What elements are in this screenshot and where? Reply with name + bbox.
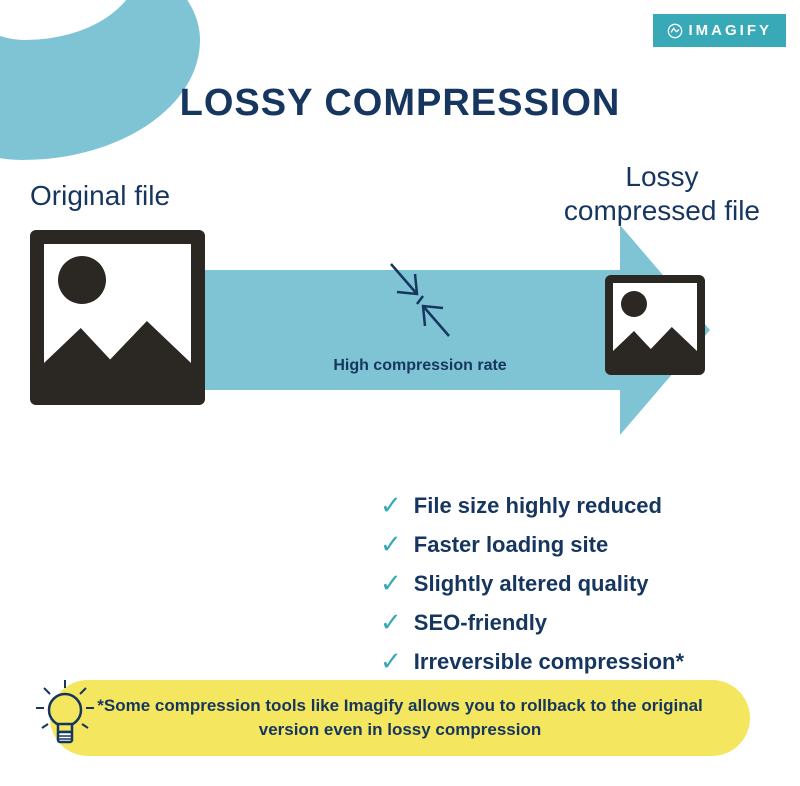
brand-badge: IMAGIFY bbox=[653, 14, 787, 47]
feature-item: ✓ Faster loading site bbox=[380, 529, 684, 560]
feature-text: Slightly altered quality bbox=[414, 571, 649, 597]
feature-text: File size highly reduced bbox=[414, 493, 662, 519]
compressed-label-line1: Lossy bbox=[564, 160, 760, 194]
feature-text: Irreversible compression* bbox=[414, 649, 684, 675]
feature-item: ✓ Irreversible compression* bbox=[380, 646, 684, 677]
footnote-text: *Some compression tools like Imagify all… bbox=[50, 680, 750, 756]
brand-logo-icon bbox=[667, 23, 683, 39]
check-icon: ✓ bbox=[380, 607, 402, 638]
feature-item: ✓ Slightly altered quality bbox=[380, 568, 684, 599]
feature-text: Faster loading site bbox=[414, 532, 608, 558]
footnote-container: *Some compression tools like Imagify all… bbox=[50, 680, 750, 756]
features-list: ✓ File size highly reduced ✓ Faster load… bbox=[380, 490, 684, 685]
check-icon: ✓ bbox=[380, 568, 402, 599]
check-icon: ✓ bbox=[380, 490, 402, 521]
check-icon: ✓ bbox=[380, 646, 402, 677]
compression-indicator: High compression rate bbox=[360, 260, 480, 375]
sun-icon bbox=[58, 256, 106, 304]
compressed-file-label: Lossy compressed file bbox=[564, 160, 760, 227]
original-image-icon bbox=[30, 230, 205, 405]
original-file-label: Original file bbox=[30, 180, 170, 212]
feature-item: ✓ SEO-friendly bbox=[380, 607, 684, 638]
mountain-icon bbox=[44, 321, 191, 391]
sun-icon bbox=[621, 291, 647, 317]
mountain-icon bbox=[613, 327, 697, 367]
compression-diagram: High compression rate bbox=[30, 230, 770, 450]
image-icon-inner bbox=[613, 283, 697, 367]
decorative-blob bbox=[0, 0, 200, 160]
compress-arrows-icon bbox=[375, 260, 465, 340]
brand-name: IMAGIFY bbox=[689, 22, 773, 39]
feature-item: ✓ File size highly reduced bbox=[380, 490, 684, 521]
check-icon: ✓ bbox=[380, 529, 402, 560]
feature-text: SEO-friendly bbox=[414, 610, 547, 636]
compressed-image-icon bbox=[605, 275, 705, 375]
page-title: LOSSY COMPRESSION bbox=[0, 82, 800, 125]
compressed-label-line2: compressed file bbox=[564, 194, 760, 228]
lightbulb-icon bbox=[30, 678, 100, 748]
decorative-blob-inner bbox=[0, 0, 140, 40]
image-icon-inner bbox=[44, 244, 191, 391]
compression-rate-label: High compression rate bbox=[320, 357, 520, 375]
